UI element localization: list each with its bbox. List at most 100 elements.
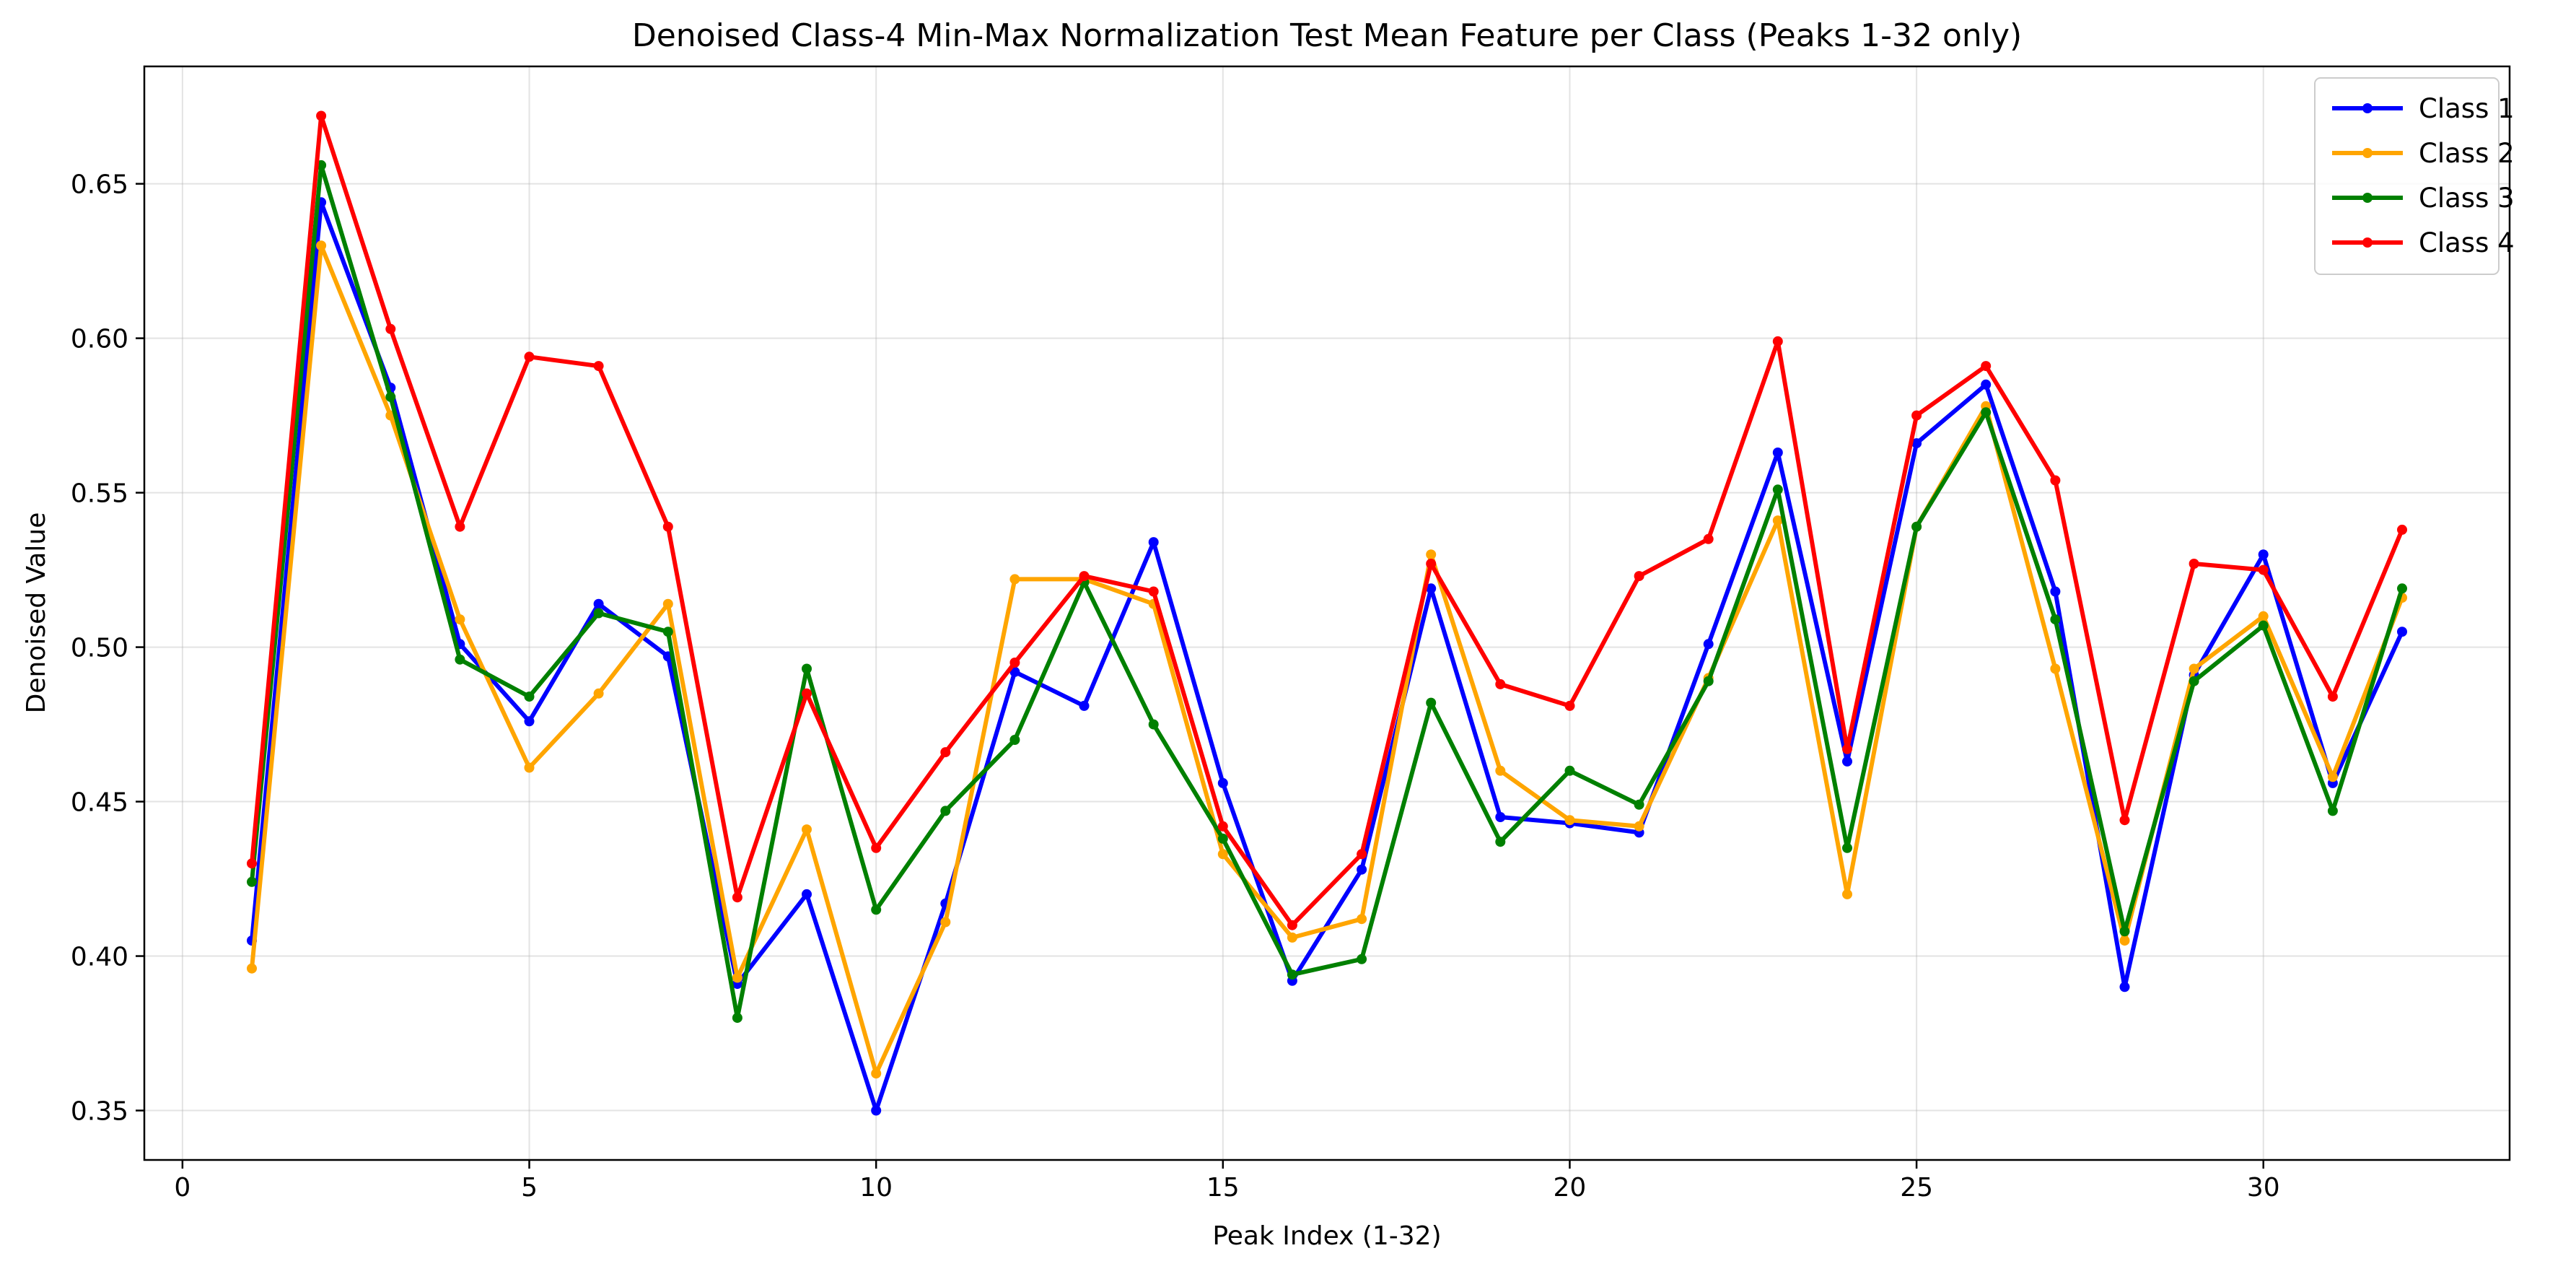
data-point: [662, 598, 673, 609]
data-point: [1426, 559, 1437, 569]
data-point: [1842, 756, 1852, 767]
data-point: [802, 824, 812, 835]
data-point: [593, 598, 604, 609]
data-point: [247, 876, 257, 887]
data-point: [2258, 620, 2269, 631]
data-point: [1217, 849, 1228, 860]
data-point: [732, 972, 742, 983]
data-point: [316, 240, 327, 251]
ticks: 0 5 10 15 20 25 30 0.35 0.40 0.45 0.50 0.55 0.60 0.65: [71, 170, 2280, 1203]
data-point: [524, 762, 535, 773]
legend-swatch-marker: [2362, 193, 2373, 203]
data-point: [940, 747, 951, 758]
data-point: [1981, 361, 1992, 372]
legend-swatch-marker: [2362, 148, 2373, 158]
data-point: [1634, 799, 1644, 810]
series-4: [247, 110, 2407, 930]
series-3: [247, 160, 2407, 1024]
data-point: [802, 688, 812, 699]
data-point: [1148, 537, 1159, 548]
series-line: [250, 113, 2404, 928]
data-point: [871, 1105, 882, 1116]
data-point: [1772, 448, 1783, 458]
data-point: [1287, 920, 1297, 930]
data-point: [385, 391, 396, 402]
y-axis-label: Denoised Value: [22, 512, 51, 714]
data-point: [1772, 484, 1783, 495]
data-point: [1981, 379, 1992, 390]
legend-entry: Class 4: [2332, 227, 2515, 258]
data-point: [316, 110, 327, 121]
data-point: [1772, 515, 1783, 526]
data-point: [2189, 559, 2199, 569]
legend-label: Class 3: [2419, 183, 2515, 214]
data-point: [940, 806, 951, 816]
data-point: [732, 1013, 742, 1024]
data-point: [1357, 849, 1367, 860]
y-tick-label: 0.50: [71, 634, 128, 663]
series-2: [247, 240, 2407, 1079]
data-point: [802, 889, 812, 899]
x-tick-label: 0: [174, 1173, 190, 1203]
data-point: [1495, 765, 1506, 776]
y-tick-label: 0.45: [71, 788, 128, 818]
data-point: [1357, 954, 1367, 964]
data-point: [1357, 914, 1367, 925]
data-point: [1426, 549, 1437, 560]
x-tick-label: 15: [1206, 1173, 1240, 1203]
data-point: [455, 521, 465, 532]
data-point: [2119, 926, 2130, 937]
y-tick-label: 0.35: [71, 1097, 128, 1127]
data-point: [2258, 549, 2269, 560]
x-tick-label: 10: [859, 1173, 893, 1203]
legend-swatch-marker: [2362, 237, 2373, 248]
data-point: [1079, 571, 1090, 582]
data-point: [1703, 639, 1714, 650]
data-point: [247, 858, 257, 869]
data-point: [2258, 564, 2269, 575]
x-tick-label: 20: [1554, 1173, 1587, 1203]
data-point: [1287, 969, 1297, 980]
data-point: [2119, 982, 2130, 992]
legend-entry: Class 3: [2332, 183, 2515, 214]
data-point: [1842, 842, 1852, 853]
y-tick-label: 0.55: [71, 479, 128, 509]
data-point: [940, 917, 951, 928]
grid: [144, 66, 2510, 1160]
data-point: [1495, 679, 1506, 689]
data-point: [247, 963, 257, 974]
data-point: [2327, 772, 2338, 782]
data-point: [1981, 407, 1992, 418]
data-point: [1703, 676, 1714, 686]
y-tick-label: 0.40: [71, 943, 128, 972]
data-point: [2119, 815, 2130, 826]
data-point: [662, 521, 673, 532]
data-point: [1148, 719, 1159, 730]
data-point: [1842, 889, 1852, 899]
plot-frame: [143, 65, 2511, 1161]
data-point: [802, 663, 812, 674]
data-point: [2327, 691, 2338, 702]
data-point: [2119, 935, 2130, 946]
legend-label: Class 2: [2419, 138, 2515, 169]
series-layer: [247, 110, 2407, 1116]
legend-swatch-marker: [2362, 103, 2373, 113]
data-point: [1217, 821, 1228, 832]
x-tick-label: 5: [521, 1173, 538, 1203]
data-point: [524, 352, 535, 362]
data-point: [1911, 438, 1922, 449]
data-point: [1426, 583, 1437, 594]
data-point: [871, 1068, 882, 1079]
x-axis-label: Peak Index (1-32): [1212, 1221, 1441, 1251]
data-point: [1911, 410, 1922, 421]
data-point: [1842, 743, 1852, 754]
data-point: [871, 842, 882, 853]
data-point: [2258, 611, 2269, 621]
data-point: [593, 688, 604, 699]
data-point: [2397, 583, 2407, 594]
legend-label: Class 1: [2419, 93, 2515, 124]
data-point: [1495, 837, 1506, 847]
data-point: [524, 691, 535, 702]
data-point: [1911, 521, 1922, 532]
